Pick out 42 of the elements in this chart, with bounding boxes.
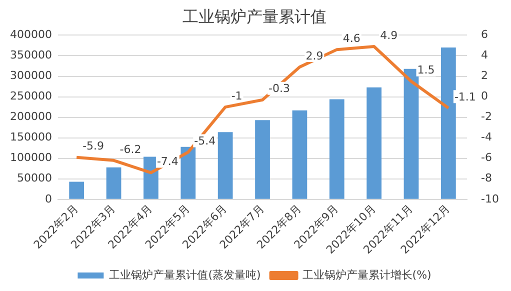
- y2-tick-label: 6: [481, 28, 488, 42]
- data-label: -5.9: [82, 140, 104, 153]
- legend-label: 工业锅炉产量累计值(蒸发量吨): [109, 268, 261, 282]
- y2-tick-label: 0: [481, 90, 488, 103]
- y2-tick-label: -10: [481, 192, 499, 206]
- bar: [329, 99, 344, 199]
- bar: [69, 182, 84, 199]
- bar: [255, 120, 270, 199]
- y2-tick-label: -2: [481, 110, 492, 124]
- data-label: -5.4: [194, 134, 216, 148]
- bar: [106, 167, 122, 199]
- y-tick-label: 150000: [10, 130, 52, 144]
- y-tick-label: 0: [44, 192, 52, 206]
- chart-title: 工业锅炉产量累计值: [182, 6, 326, 26]
- y2-tick-label: -6: [481, 151, 492, 164]
- y2-tick-label: -8: [481, 172, 492, 185]
- y-tick-label: 50000: [16, 172, 52, 185]
- data-label: 4.6: [342, 32, 360, 45]
- legend-label: 工业锅炉产量累计增长(%): [302, 268, 432, 282]
- y-tick-label: 100000: [10, 151, 52, 164]
- data-label: -6.2: [120, 142, 142, 156]
- y-tick-label: 400000: [10, 28, 52, 42]
- bar: [366, 87, 382, 199]
- y-tick-label: 250000: [10, 90, 52, 103]
- data-label: -1.1: [454, 90, 476, 104]
- y-tick-label: 200000: [10, 110, 52, 124]
- y2-tick-label: 4: [481, 48, 488, 62]
- data-label: 2.9: [306, 49, 324, 62]
- y2-tick-label: 2: [481, 69, 488, 82]
- data-label: -1: [231, 89, 242, 102]
- data-label: 1.5: [417, 64, 435, 77]
- data-label: 4.9: [380, 28, 398, 42]
- bar: [441, 48, 456, 199]
- data-label: -7.4: [156, 155, 178, 168]
- bar: [292, 110, 308, 199]
- bar: [180, 146, 196, 199]
- y2-tick-label: -4: [481, 130, 492, 144]
- bar: [404, 68, 419, 199]
- y-tick-label: 300000: [10, 69, 52, 82]
- data-label: -0.3: [268, 82, 290, 96]
- bar: [218, 132, 233, 199]
- y-tick-label: 350000: [10, 48, 52, 62]
